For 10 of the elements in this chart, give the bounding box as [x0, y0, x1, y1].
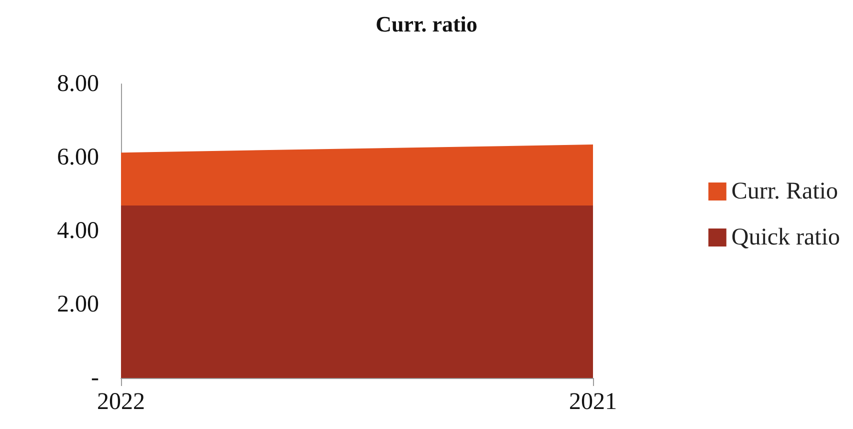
y-tick-label: 8.00: [57, 71, 99, 97]
legend-label: Quick ratio: [731, 224, 840, 250]
y-tick-label: -: [91, 365, 99, 391]
y-tick-label: 6.00: [57, 144, 99, 170]
y-tick-label: 2.00: [57, 292, 99, 318]
y-tick-label: 4.00: [57, 218, 99, 244]
chart-title: Curr. ratio: [376, 12, 478, 36]
x-tick-label: 2021: [569, 389, 617, 415]
x-tick-label: 2022: [97, 389, 145, 415]
legend-label: Curr. Ratio: [731, 178, 838, 204]
